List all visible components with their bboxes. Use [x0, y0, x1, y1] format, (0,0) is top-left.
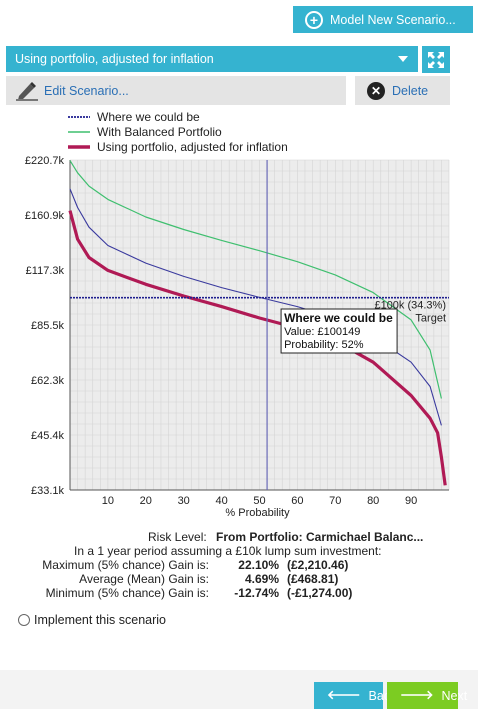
x-tick-label: 90	[405, 495, 417, 507]
x-tick-label: 20	[140, 495, 152, 507]
tooltip-probability: Probability: 52%	[284, 339, 364, 351]
gain-pct: 22.10%	[238, 558, 279, 572]
next-label: Next	[441, 688, 468, 703]
edit-scenario-label: Edit Scenario...	[44, 83, 129, 98]
gain-row-max: Maximum (5% chance) Gain is: 22.10% (£2,…	[0, 558, 348, 572]
x-tick-label: 40	[215, 495, 227, 507]
risk-level-value: From Portfolio: Carmichael Balanc...	[216, 530, 424, 544]
gain-row-mean: Average (Mean) Gain is: 4.69% (£468.81)	[0, 572, 338, 586]
back-button[interactable]: 🡐 Back	[314, 682, 396, 709]
tooltip-box	[280, 308, 398, 354]
delete-button[interactable]: ✕ Delete	[355, 76, 450, 105]
gain-amount: (£2,210.46)	[287, 558, 349, 572]
next-button[interactable]: 🡒 Next	[387, 682, 467, 709]
risk-period-text: In a 1 year period assuming a £10k lump …	[74, 544, 382, 558]
y-tick-label: £85.5k	[31, 320, 65, 332]
tooltip-title: Where we could be	[284, 311, 393, 325]
pencil-icon	[16, 81, 38, 101]
x-tick-label: 60	[291, 495, 303, 507]
gain-pct: -12.74%	[234, 586, 279, 600]
legend-swatch-dotted	[68, 115, 90, 118]
target-label: Target	[415, 313, 446, 325]
x-tick-label: 10	[102, 495, 114, 507]
arrow-left-icon: 🡐	[327, 688, 361, 702]
series-using-portfolio	[68, 210, 447, 486]
delete-label: Delete	[392, 83, 429, 98]
implement-radio[interactable]	[18, 614, 30, 626]
fullscreen-button[interactable]	[422, 46, 450, 73]
implement-label: Implement this scenario	[34, 613, 167, 627]
y-tick-label: £45.4k	[31, 430, 65, 442]
legend-label: Using portfolio, adjusted for inflation	[97, 139, 288, 154]
gain-amount: (-£1,274.00)	[287, 586, 353, 600]
legend-swatch-solid	[68, 130, 90, 133]
legend-swatch-thick	[68, 144, 90, 149]
model-new-scenario-label: Model New Scenario...	[330, 12, 456, 27]
y-tick-label: £117.3k	[26, 265, 65, 277]
implement-scenario-option[interactable]: Implement this scenario	[18, 613, 166, 627]
x-tick-label: 80	[367, 495, 379, 507]
edit-scenario-button[interactable]: Edit Scenario...	[6, 76, 346, 105]
legend-label: With Balanced Portfolio	[97, 124, 222, 139]
y-tick-label: £220.7k	[25, 155, 65, 167]
tooltip-value: Value: £100149	[284, 326, 360, 338]
x-tick-label: 70	[329, 495, 341, 507]
arrow-right-icon: 🡒	[400, 688, 434, 702]
x-axis-label: % Probability	[225, 507, 290, 519]
y-tick-label: £62.3k	[31, 375, 65, 387]
y-tick-label: £33.1k	[31, 485, 65, 497]
scenario-select[interactable]: Using portfolio, adjusted for inflation	[6, 46, 418, 72]
legend-item-using-portfolio: Using portfolio, adjusted for inflation	[68, 139, 288, 154]
chevron-down-icon	[398, 56, 408, 62]
gain-amount: (£468.81)	[287, 572, 339, 586]
y-tick-label: £160.9k	[25, 210, 65, 222]
gain-label: Average (Mean) Gain is:	[79, 572, 209, 586]
close-circle-icon: ✕	[367, 81, 385, 100]
expand-icon	[428, 51, 444, 68]
series-where-we-could-be	[69, 188, 442, 426]
scenario-select-value: Using portfolio, adjusted for inflation	[15, 52, 214, 66]
series-balanced-portfolio	[69, 160, 442, 399]
legend-label: Where we could be	[97, 109, 200, 124]
x-tick-label: 50	[253, 495, 265, 507]
plus-circle-icon: +	[305, 10, 323, 29]
legend-item-where-we-could-be: Where we could be	[68, 109, 288, 124]
legend-item-balanced: With Balanced Portfolio	[68, 124, 288, 139]
gain-label: Maximum (5% chance) Gain is:	[42, 558, 209, 572]
gain-label: Minimum (5% chance) Gain is:	[45, 586, 209, 600]
chart-legend: Where we could be With Balanced Portfoli…	[68, 109, 288, 154]
x-tick-label: 30	[178, 495, 190, 507]
probability-chart[interactable]: £33.1k £45.4k £62.3k £85.5k £117.3k £160.9k £2…	[0, 150, 478, 525]
gain-pct: 4.69%	[244, 572, 279, 586]
gain-row-min: Minimum (5% chance) Gain is: -12.74% (-£…	[0, 586, 353, 600]
risk-level-label: Risk Level:	[148, 530, 207, 544]
model-new-scenario-button[interactable]: + Model New Scenario...	[293, 6, 473, 33]
